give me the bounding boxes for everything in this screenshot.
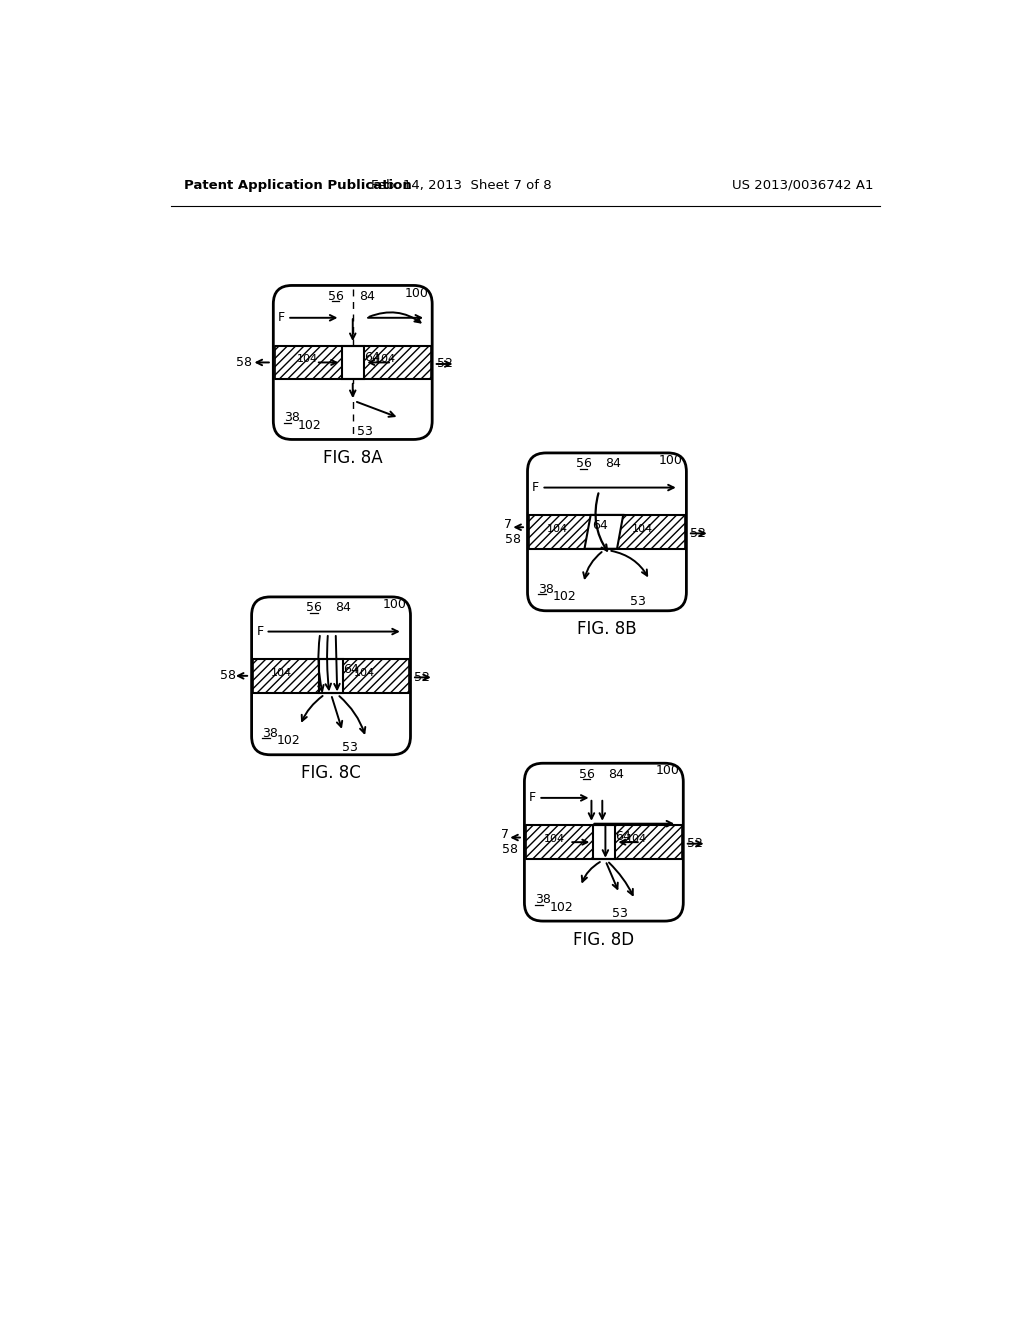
Text: 104: 104	[626, 834, 647, 843]
Text: F: F	[532, 480, 540, 494]
Text: 102: 102	[552, 590, 577, 603]
Text: 38: 38	[285, 412, 300, 425]
Bar	[529, 515, 591, 549]
Text: 52: 52	[687, 837, 703, 850]
Text: 38: 38	[262, 727, 279, 739]
Text: 100: 100	[658, 454, 683, 467]
Text: FIG. 8C: FIG. 8C	[301, 764, 360, 783]
Text: 102: 102	[549, 900, 573, 913]
Text: 64: 64	[343, 663, 359, 676]
Bar	[526, 825, 593, 859]
Text: 100: 100	[404, 286, 428, 300]
Polygon shape	[585, 515, 624, 549]
Text: 52: 52	[690, 527, 707, 540]
Text: 104: 104	[354, 668, 376, 677]
Text: 7: 7	[504, 517, 512, 531]
Text: 52: 52	[437, 358, 453, 371]
Text: 100: 100	[383, 598, 407, 611]
Text: 84: 84	[335, 601, 351, 614]
Text: 104: 104	[547, 524, 568, 533]
Bar	[364, 346, 431, 379]
Text: 58: 58	[505, 533, 521, 546]
Text: 104: 104	[544, 834, 565, 843]
Text: 84: 84	[359, 289, 375, 302]
Text: Feb. 14, 2013  Sheet 7 of 8: Feb. 14, 2013 Sheet 7 of 8	[371, 178, 552, 191]
Bar	[343, 659, 409, 693]
Text: 56: 56	[328, 289, 344, 302]
Bar	[253, 659, 319, 693]
Text: FIG. 8A: FIG. 8A	[323, 449, 383, 467]
Text: 104: 104	[375, 354, 395, 364]
Text: 58: 58	[220, 669, 237, 682]
Text: 58: 58	[502, 843, 518, 857]
Text: 53: 53	[342, 741, 357, 754]
Text: 56: 56	[575, 457, 592, 470]
Text: 7: 7	[501, 828, 509, 841]
Text: 104: 104	[297, 354, 317, 364]
Text: F: F	[278, 312, 285, 325]
Text: 64: 64	[615, 829, 631, 842]
Text: FIG. 8B: FIG. 8B	[578, 620, 637, 639]
Text: 104: 104	[271, 668, 292, 677]
Text: 104: 104	[632, 524, 653, 533]
Text: 100: 100	[655, 764, 679, 777]
Text: 38: 38	[536, 894, 551, 906]
Bar	[614, 825, 682, 859]
Text: 38: 38	[539, 582, 554, 595]
Text: 53: 53	[611, 907, 628, 920]
Text: 56: 56	[306, 601, 322, 614]
Text: 102: 102	[298, 418, 322, 432]
Bar	[342, 346, 364, 379]
Text: 56: 56	[579, 767, 595, 780]
Bar	[593, 825, 614, 859]
Text: 64: 64	[592, 519, 608, 532]
Text: US 2013/0036742 A1: US 2013/0036742 A1	[731, 178, 873, 191]
Text: 53: 53	[357, 425, 374, 438]
Text: 84: 84	[605, 457, 622, 470]
Text: 53: 53	[630, 595, 646, 609]
Bar	[617, 515, 685, 549]
Text: 52: 52	[415, 671, 430, 684]
Text: 64: 64	[365, 351, 380, 364]
Text: 102: 102	[276, 734, 300, 747]
Text: FIG. 8D: FIG. 8D	[573, 931, 635, 949]
Text: 84: 84	[607, 767, 624, 780]
Text: Patent Application Publication: Patent Application Publication	[183, 178, 412, 191]
Bar	[274, 346, 342, 379]
Text: F: F	[256, 626, 263, 638]
Text: 58: 58	[236, 356, 252, 370]
Bar	[319, 659, 343, 693]
Text: F: F	[529, 792, 537, 804]
